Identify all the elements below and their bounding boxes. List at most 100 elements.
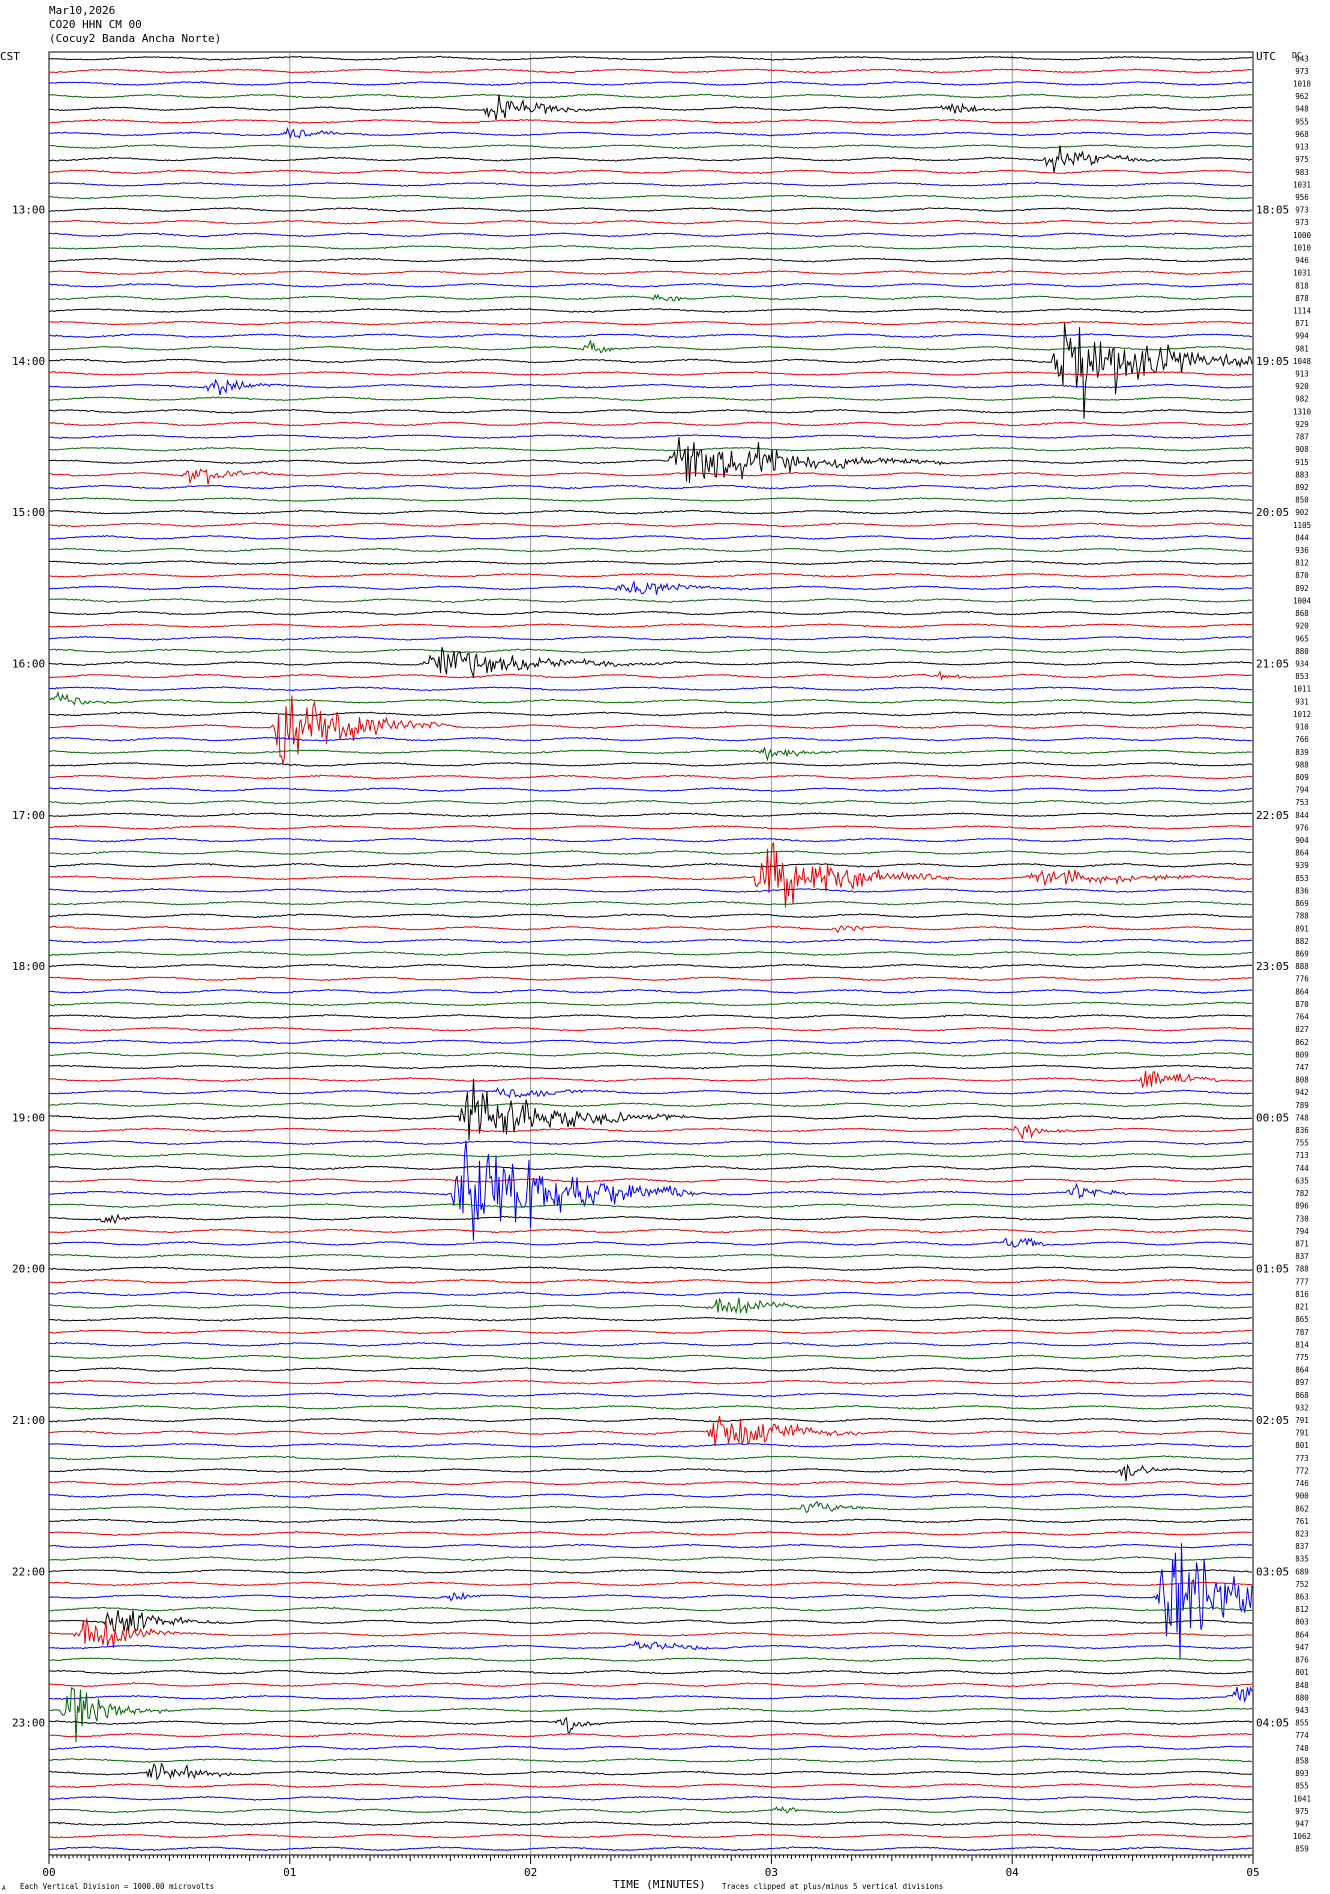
seismic-trace bbox=[49, 245, 1253, 250]
seismic-trace bbox=[48, 1821, 1253, 1827]
dc-offset-label: 983 bbox=[1295, 168, 1309, 177]
dc-offset-label: 775 bbox=[1295, 1353, 1309, 1362]
dc-offset-label: 1011 bbox=[1293, 685, 1311, 694]
dc-offset-label: 827 bbox=[1295, 1025, 1309, 1034]
dc-offset-label: 1031 bbox=[1293, 269, 1311, 278]
scale-note: Each Vertical Division = 1000.00 microvo… bbox=[20, 1882, 214, 1891]
dc-offset-label: 746 bbox=[1295, 1479, 1309, 1488]
dc-offset-label: 968 bbox=[1295, 130, 1309, 139]
left-hour-label: 17:00 bbox=[12, 809, 45, 822]
dc-offset-label: 809 bbox=[1295, 773, 1309, 782]
seismic-trace bbox=[48, 1518, 1253, 1524]
seismic-trace bbox=[48, 646, 1252, 678]
seismic-trace bbox=[48, 824, 1252, 830]
dc-offset-label: 892 bbox=[1295, 483, 1309, 492]
seismic-trace bbox=[48, 1686, 1253, 1704]
dc-offset-label: 1041 bbox=[1293, 1794, 1311, 1803]
dc-offset-label: 988 bbox=[1295, 760, 1309, 769]
dc-offset-label: 816 bbox=[1295, 1290, 1309, 1299]
dc-offset-label: 801 bbox=[1295, 1668, 1309, 1677]
dc-offset-label: 788 bbox=[1295, 912, 1309, 921]
seismic-trace bbox=[48, 690, 1253, 706]
dc-offset-label: 975 bbox=[1295, 155, 1309, 164]
dc-offset-label: 870 bbox=[1295, 1000, 1309, 1009]
seismic-trace bbox=[49, 711, 1253, 717]
right-hour-label: 21:05 bbox=[1256, 658, 1289, 671]
seismic-trace bbox=[48, 93, 1253, 99]
left-hour-label: 15:00 bbox=[12, 506, 45, 519]
dc-offset-label: 880 bbox=[1295, 647, 1309, 656]
seismic-trace bbox=[48, 842, 1253, 908]
dc-offset-label: 803 bbox=[1295, 1618, 1309, 1627]
dc-offset-label: 943 bbox=[1295, 1706, 1309, 1715]
dc-column-label: DC bbox=[1292, 51, 1302, 60]
seismic-trace bbox=[48, 786, 1252, 793]
seismic-trace bbox=[48, 534, 1253, 540]
seismic-trace bbox=[48, 1745, 1253, 1751]
left-timezone-label: CST bbox=[0, 50, 20, 63]
dc-offset-label: 865 bbox=[1295, 1315, 1309, 1324]
seismic-trace bbox=[49, 371, 1253, 376]
header-site: (Cocuy2 Banda Ancha Norte) bbox=[49, 32, 222, 45]
x-axis-title: TIME (MINUTES) bbox=[613, 1878, 706, 1891]
footer-mark: A bbox=[2, 1885, 6, 1892]
dc-offset-label: 931 bbox=[1295, 697, 1309, 706]
dc-offset-label: 897 bbox=[1295, 1378, 1309, 1387]
right-hour-label: 22:05 bbox=[1256, 809, 1289, 822]
seismic-trace bbox=[48, 126, 1253, 139]
dc-offset-label: 850 bbox=[1295, 496, 1309, 505]
dc-offset-label: 902 bbox=[1295, 508, 1309, 517]
dc-offset-label: 943 bbox=[1295, 54, 1309, 63]
seismic-trace bbox=[48, 1228, 1253, 1234]
seismic-trace bbox=[48, 320, 1253, 326]
seismic-trace bbox=[49, 623, 1253, 629]
dc-offset-label: 1012 bbox=[1293, 710, 1311, 719]
seismic-trace bbox=[48, 145, 1253, 173]
seismic-trace bbox=[48, 270, 1253, 276]
seismic-trace bbox=[49, 433, 1252, 440]
seismic-trace bbox=[48, 1341, 1253, 1347]
seismic-trace bbox=[48, 695, 1253, 764]
seismic-trace bbox=[48, 560, 1253, 566]
dc-offset-label: 1310 bbox=[1293, 407, 1312, 416]
seismic-trace bbox=[48, 888, 1253, 893]
seismic-trace bbox=[48, 686, 1253, 692]
seismic-trace bbox=[48, 1556, 1253, 1562]
seismic-trace bbox=[49, 1442, 1253, 1448]
dc-offset-label: 947 bbox=[1295, 1643, 1309, 1652]
right-hour-label: 03:05 bbox=[1256, 1565, 1289, 1578]
dc-offset-label: 744 bbox=[1295, 1164, 1309, 1173]
seismic-trace bbox=[48, 1124, 1253, 1140]
left-hour-label: 14:00 bbox=[12, 355, 45, 368]
seismic-trace bbox=[48, 547, 1253, 553]
seismic-trace bbox=[48, 598, 1252, 604]
dc-offset-label: 962 bbox=[1295, 92, 1309, 101]
seismic-trace bbox=[48, 850, 1253, 856]
dc-offset-label: 870 bbox=[1295, 571, 1309, 580]
seismic-trace bbox=[48, 446, 1253, 452]
seismic-trace bbox=[48, 1669, 1253, 1675]
dc-offset-label: 868 bbox=[1295, 1391, 1309, 1400]
seismic-trace bbox=[48, 55, 1253, 61]
seismic-trace bbox=[48, 950, 1253, 957]
seismic-trace bbox=[48, 1253, 1253, 1259]
seismic-trace bbox=[48, 333, 1253, 339]
seismic-trace bbox=[48, 1455, 1253, 1461]
seismic-trace bbox=[48, 1102, 1253, 1108]
dc-offset-label: 1018 bbox=[1293, 80, 1312, 89]
seismic-trace bbox=[48, 1329, 1253, 1335]
seismic-trace bbox=[49, 837, 1253, 843]
dc-offset-label: 981 bbox=[1295, 344, 1309, 353]
dc-offset-label: 939 bbox=[1295, 861, 1309, 870]
seismic-trace bbox=[48, 118, 1253, 124]
dc-offset-label: 713 bbox=[1295, 1151, 1309, 1160]
dc-offset-label: 836 bbox=[1295, 886, 1309, 895]
dc-offset-label: 789 bbox=[1295, 1101, 1309, 1110]
seismic-trace bbox=[49, 1717, 1253, 1734]
dc-offset-label: 848 bbox=[1295, 1681, 1309, 1690]
seismic-trace bbox=[48, 1379, 1253, 1385]
seismic-trace bbox=[48, 257, 1253, 263]
seismic-trace bbox=[48, 1291, 1253, 1297]
x-tick-label: 04 bbox=[1006, 1866, 1020, 1879]
dc-offset-label: 976 bbox=[1295, 823, 1309, 832]
